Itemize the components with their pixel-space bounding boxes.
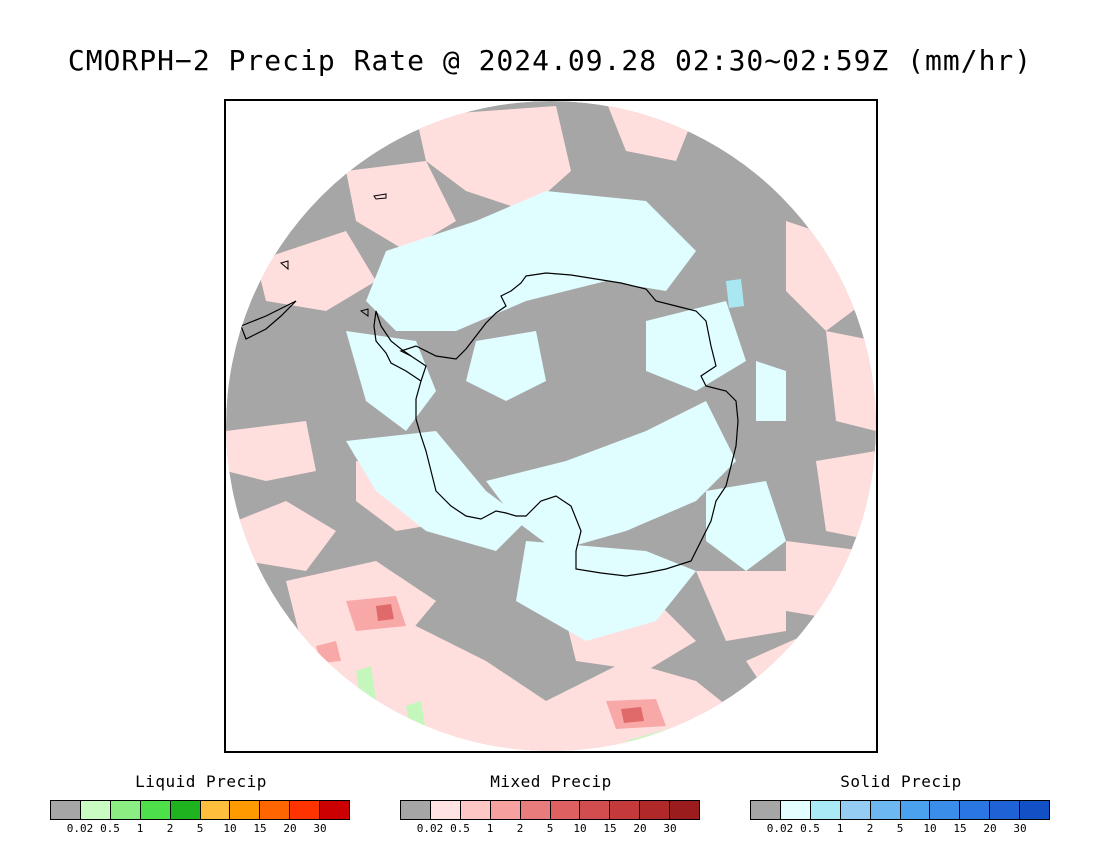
legend-tick-label: 5 [896, 822, 904, 835]
legend-swatch [990, 801, 1021, 819]
legend-swatch [140, 801, 171, 819]
legend-tick-label: 10 [223, 822, 237, 835]
legend-title: Solid Precip [840, 772, 962, 791]
legend-swatch [230, 801, 261, 819]
legend-swatch [640, 801, 671, 819]
legend-swatch [290, 801, 321, 819]
antarctic-peninsula [373, 310, 422, 382]
legend-swatch [401, 801, 431, 819]
legend-swatch [810, 801, 841, 819]
legend-color-bar [400, 800, 700, 820]
legend-tick-label: 1 [136, 822, 144, 835]
legend-ticks: 0.02 0.5 1 2 5 10 15 20 30 [50, 822, 352, 836]
legend-tick-label: 0.5 [800, 822, 820, 835]
legend-tick-label: 10 [923, 822, 937, 835]
legend-ticks: 0.02 0.5 1 2 5 10 15 20 30 [750, 822, 1052, 836]
legend-ticks: 0.02 0.5 1 2 5 10 15 20 30 [400, 822, 702, 836]
legend-swatch [1020, 801, 1050, 819]
south-america-tip [240, 300, 297, 340]
islands [279, 193, 387, 317]
legend-swatch [580, 801, 611, 819]
legend-solid-precip: Solid Precip 0.02 0.5 1 2 5 10 15 20 30 [750, 772, 1052, 836]
legend-swatch [260, 801, 291, 819]
legend-tick-label: 1 [836, 822, 844, 835]
legend-tick-label: 0.02 [766, 822, 794, 835]
legend-tick-label: 5 [196, 822, 204, 835]
legend-title: Liquid Precip [135, 772, 267, 791]
legend-tick-label: 0.5 [100, 822, 120, 835]
map-frame [224, 99, 878, 753]
legend-tick-label: 5 [546, 822, 554, 835]
legend-tick-label: 2 [166, 822, 174, 835]
legend-swatch [51, 801, 81, 819]
legend-swatch [200, 801, 231, 819]
legend-swatch [460, 801, 491, 819]
legend-tick-label: 0.5 [450, 822, 470, 835]
legend-swatch [610, 801, 641, 819]
solid-precip-moderate [726, 279, 744, 308]
legend-swatch [170, 801, 201, 819]
legend-swatch [751, 801, 781, 819]
legend-swatch [840, 801, 871, 819]
legend-tick-label: 20 [983, 822, 997, 835]
mixed-precip-heavy [376, 604, 644, 723]
legend-tick-label: 2 [516, 822, 524, 835]
legend-tick-label: 20 [633, 822, 647, 835]
legend-swatch [80, 801, 111, 819]
legend-tick-label: 0.02 [66, 822, 94, 835]
legend-swatch [550, 801, 581, 819]
legend-swatch [870, 801, 901, 819]
antarctica-coastline [399, 272, 739, 577]
map-title: CMORPH−2 Precip Rate @ 2024.09.28 02:30~… [67, 44, 1033, 77]
legend-swatch [520, 801, 551, 819]
precip-field [226, 101, 876, 751]
legend-swatch [490, 801, 521, 819]
legend-tick-label: 30 [663, 822, 677, 835]
legend-swatch [930, 801, 961, 819]
legend-tick-label: 30 [313, 822, 327, 835]
legend-tick-label: 1 [486, 822, 494, 835]
polar-precip-map [226, 101, 876, 751]
legend-swatch [900, 801, 931, 819]
legend-swatch [430, 801, 461, 819]
legend-color-bar [750, 800, 1050, 820]
legend-swatch [780, 801, 811, 819]
legend-tick-label: 20 [283, 822, 297, 835]
legend-swatch [960, 801, 991, 819]
legend-tick-label: 0.02 [416, 822, 444, 835]
legend-tick-label: 15 [253, 822, 267, 835]
legend-tick-label: 30 [1013, 822, 1027, 835]
legend-tick-label: 2 [866, 822, 874, 835]
legend-tick-label: 10 [573, 822, 587, 835]
legend-swatch [670, 801, 700, 819]
legend-tick-label: 15 [953, 822, 967, 835]
legend-swatch [110, 801, 141, 819]
legend-tick-label: 15 [603, 822, 617, 835]
legend-mixed-precip: Mixed Precip 0.02 0.5 1 2 5 10 15 20 30 [400, 772, 702, 836]
legend-liquid-precip: Liquid Precip 0.02 0.5 1 2 5 10 15 20 30 [50, 772, 352, 836]
legend-swatch [320, 801, 350, 819]
legend-color-bar [50, 800, 350, 820]
legend-title: Mixed Precip [490, 772, 612, 791]
